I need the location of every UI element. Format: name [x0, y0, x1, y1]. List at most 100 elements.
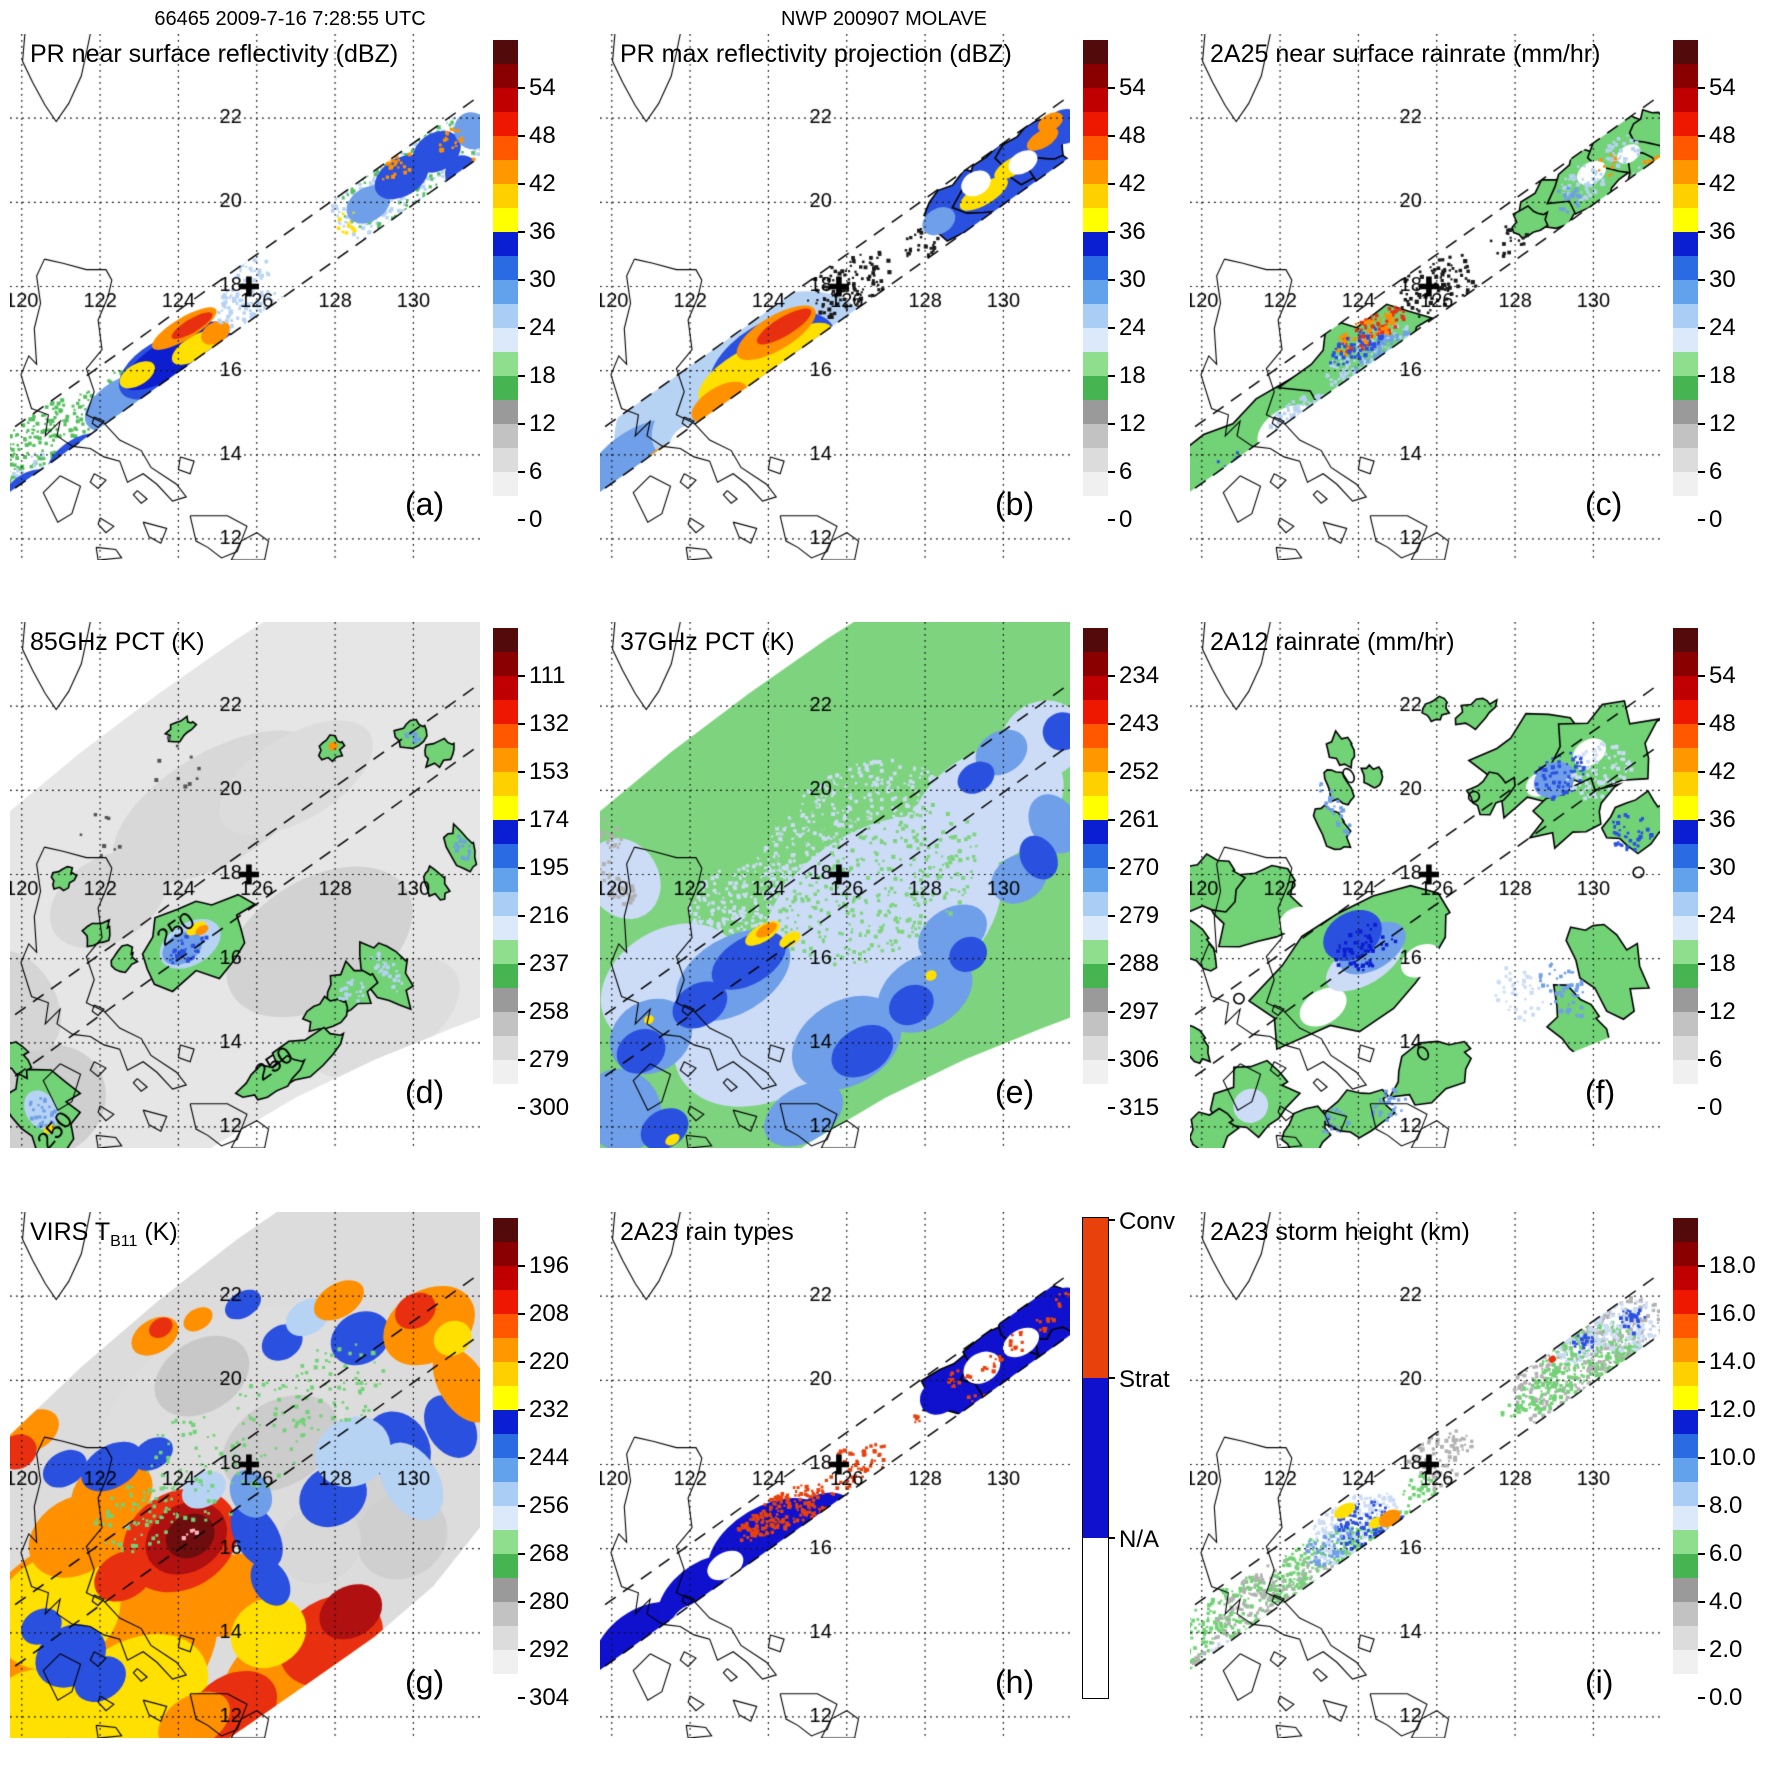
colorbar-segment	[493, 1626, 518, 1650]
colorbar-label: 220	[529, 1348, 570, 1375]
colorbar-gradient	[1673, 1218, 1698, 1698]
colorbar-segment	[1673, 1626, 1698, 1650]
colorbar-segment	[493, 748, 518, 772]
colorbar-label: 18	[1709, 362, 1736, 389]
colorbar-label: 12	[1119, 410, 1146, 437]
colorbar-segment	[493, 1650, 518, 1674]
colorbar-segment	[1673, 256, 1698, 280]
colorbar-segment	[1083, 844, 1108, 868]
colorbar-tick	[1108, 1011, 1115, 1013]
colorbar-segment	[1673, 400, 1698, 424]
panel-letter-h: (h)	[995, 1664, 1035, 1700]
colorbar-segment	[493, 1410, 518, 1434]
colorbar-tick	[1698, 1553, 1705, 1555]
map-canvas-g	[10, 1212, 480, 1738]
colorbar-segment	[1673, 112, 1698, 136]
colorbar-segment	[493, 1266, 518, 1290]
colorbar-label: 315	[1119, 1094, 1160, 1121]
colorbar-segment	[1083, 940, 1108, 964]
colorbar-label: 54	[529, 74, 556, 101]
colorbar-label: 30	[529, 266, 556, 293]
colorbar-label: 304	[529, 1684, 570, 1711]
colorbar-tick	[1108, 231, 1115, 233]
colorbar-label: 54	[1709, 74, 1736, 101]
colorbar-tick	[518, 723, 525, 725]
colorbar-segment	[1673, 136, 1698, 160]
colorbar-tick	[518, 1011, 525, 1013]
colorbar-label: 12	[1709, 998, 1736, 1025]
colorbar-g: 196 208 220 232 244 256 268 280 292 304	[493, 1218, 588, 1711]
colorbar-segment	[1673, 376, 1698, 400]
colorbar-label: 234	[1119, 662, 1160, 689]
colorbar-segment	[1673, 1554, 1698, 1578]
colorbar-label: 6	[1119, 458, 1133, 485]
colorbar-segment	[493, 724, 518, 748]
colorbar-segment	[1083, 208, 1108, 232]
colorbar-b: 54 48 42 36 30 24 18 12 6 0	[1083, 40, 1178, 533]
colorbar-segment	[1083, 280, 1108, 304]
colorbar-label: 288	[1119, 950, 1160, 977]
colorbar-segment	[493, 208, 518, 232]
colorbar-i: 18.0 16.0 14.0 12.0 10.0 8.0 6.0 4.0 2.0 0.0	[1673, 1218, 1768, 1711]
colorbar-tick	[1108, 87, 1115, 89]
colorbar-gradient	[493, 40, 518, 520]
colorbar-segment	[493, 304, 518, 328]
colorbar-segment	[493, 1458, 518, 1482]
colorbar-c: 54 48 42 36 30 24 18 12 6 0	[1673, 40, 1768, 533]
colorbar-tick	[1698, 771, 1705, 773]
panel-title-units: (K)	[137, 1218, 178, 1246]
colorbar-segment	[1083, 400, 1108, 424]
colorbar-tick	[518, 867, 525, 869]
colorbar-label: 195	[529, 854, 570, 881]
colorbar-tick	[518, 1505, 525, 1507]
colorbar-segment	[1673, 208, 1698, 232]
colorbar-segment	[1673, 1012, 1698, 1036]
colorbar-tick	[1108, 1059, 1115, 1061]
colorbar-segment	[1673, 700, 1698, 724]
colorbar-segment	[1083, 1084, 1108, 1108]
panel-letter-a: (a)	[405, 486, 445, 522]
panel-title-text: 85GHz PCT (K)	[30, 628, 205, 656]
colorbar-tick	[1698, 471, 1705, 473]
colorbar-label: 0.0	[1709, 1684, 1743, 1711]
colorbar-label: 10.0	[1709, 1444, 1756, 1471]
colorbar-tick	[518, 1649, 525, 1651]
colorbar-tick	[518, 675, 525, 677]
colorbar-tick	[518, 279, 525, 281]
colorbar-label: 36	[1119, 218, 1146, 245]
panel-title-h: 2A23 rain types	[620, 1218, 794, 1247]
panel-title-text: 2A25 near surface rainrate (mm/hr)	[1210, 40, 1601, 68]
colorbar-label: 48	[1709, 122, 1736, 149]
colorbar-label: 297	[1119, 998, 1160, 1025]
colorbar-gradient	[1082, 1217, 1109, 1699]
colorbar-segment	[1673, 88, 1698, 112]
colorbar-segment	[493, 1060, 518, 1084]
panel-letter-d: (d)	[405, 1074, 445, 1110]
colorbar-tick	[1108, 915, 1115, 917]
colorbar-segment	[1083, 328, 1108, 352]
panel-title-text: 2A12 rainrate (mm/hr)	[1210, 628, 1455, 656]
colorbar-segment	[1673, 1036, 1698, 1060]
colorbar-label: 30	[1119, 266, 1146, 293]
colorbar-tick	[1698, 723, 1705, 725]
colorbar-segment	[1673, 352, 1698, 376]
colorbar-segment	[1083, 1218, 1108, 1378]
colorbar-label: 252	[1119, 758, 1160, 785]
colorbar-segment	[493, 1084, 518, 1108]
colorbar-segment	[1083, 724, 1108, 748]
colorbar-segment	[493, 1530, 518, 1554]
colorbar-tick	[1698, 1457, 1705, 1459]
colorbar-tick	[1108, 279, 1115, 281]
colorbar-segment	[493, 628, 518, 652]
colorbar-segment	[1673, 496, 1698, 520]
colorbar-segment	[493, 1012, 518, 1036]
colorbar-segment	[493, 1386, 518, 1410]
colorbar-tick	[518, 1265, 525, 1267]
colorbar-segment	[1673, 988, 1698, 1012]
colorbar-segment	[1083, 352, 1108, 376]
colorbar-segment	[1083, 652, 1108, 676]
colorbar-label: 18.0	[1709, 1252, 1756, 1279]
panel-letter-f: (f)	[1585, 1074, 1616, 1110]
colorbar-gradient	[1083, 40, 1108, 520]
